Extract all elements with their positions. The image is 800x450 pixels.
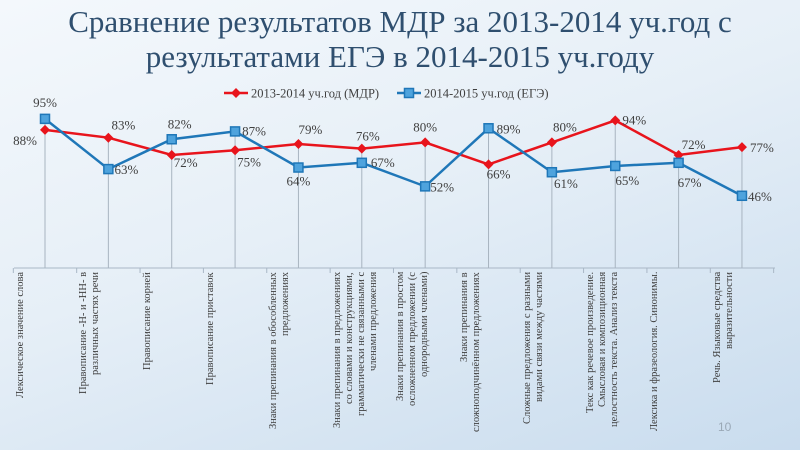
data-label: 95% (33, 95, 57, 110)
data-label: 63% (114, 162, 138, 177)
x-tick-label: Лексическое значение слова (15, 272, 26, 399)
data-label: 67% (371, 155, 395, 170)
x-tick-label: Правописание -Н- и -НН- в различных част… (78, 272, 102, 395)
data-point (610, 115, 621, 126)
data-point (419, 181, 431, 192)
data-label: 87% (242, 123, 266, 138)
data-point (356, 143, 367, 154)
data-label: 80% (553, 119, 577, 134)
series-line (44, 119, 743, 166)
data-point (483, 123, 494, 134)
data-label: 80% (413, 119, 437, 134)
x-tick-label: Знаки препинания в обособленных предложе… (268, 272, 292, 429)
data-label: 46% (748, 189, 772, 204)
legend-marker (231, 88, 241, 98)
series-2: 95% 63% 82% 87% 64% 67% 52% 89% 61% 65% 67% 46% (33, 95, 772, 204)
data-point (229, 126, 241, 137)
data-point (166, 134, 177, 145)
legend-label: 2014-2015 уч.год (ЕГЭ) (424, 87, 549, 101)
data-label: 83% (111, 118, 135, 133)
legend-marker (403, 87, 415, 99)
legend: 2013-2014 уч.год (МДР) 2014-2015 уч.год (… (224, 87, 549, 101)
data-point (420, 137, 431, 148)
data-label: 66% (487, 166, 511, 181)
data-point (103, 132, 114, 143)
x-tick-label: Лексика и фразеология. Синонимы. (648, 272, 660, 432)
data-point (293, 138, 304, 149)
x-tick-label: Правописание корней (141, 272, 153, 370)
data-point (609, 160, 621, 172)
data-label: 79% (299, 122, 323, 137)
data-point (546, 137, 557, 148)
data-point (736, 142, 747, 153)
series-line (44, 117, 743, 197)
data-label: 76% (356, 129, 380, 144)
x-tick-label: Сложные предложения с разными видами свя… (521, 272, 545, 425)
data-label: 88% (13, 133, 37, 148)
data-label: 72% (174, 155, 198, 170)
data-label: 64% (287, 174, 311, 189)
x-tick-label: Знаки препинания в предложениях со слова… (331, 272, 379, 429)
data-point (673, 157, 684, 169)
data-point (736, 190, 748, 202)
data-point (483, 159, 494, 170)
data-point (230, 145, 241, 156)
data-label: 72% (682, 137, 706, 152)
data-label: 67% (678, 175, 702, 190)
data-label: 77% (750, 140, 774, 155)
data-label: 82% (168, 116, 192, 131)
x-tick-label: Знаки препинания в простом осложненном п… (395, 272, 431, 406)
data-point (293, 162, 304, 173)
data-point (39, 113, 51, 125)
chart-title: Сравнение результатов МДР за 2013-2014 у… (68, 4, 732, 74)
x-tick-label: Знаки препинания в сложноподчинённом пре… (458, 272, 482, 432)
data-point (40, 124, 50, 135)
data-label: 61% (554, 176, 578, 191)
data-label: 94% (622, 112, 646, 127)
legend-label: 2013-2014 уч.год (МДР) (251, 87, 379, 101)
data-point (356, 157, 368, 169)
data-point (546, 166, 558, 178)
data-label: 52% (430, 179, 454, 194)
data-label: 89% (497, 121, 521, 136)
data-label: 65% (615, 173, 639, 188)
x-tick-label: Правописание приставок (205, 272, 217, 385)
x-tick-label: Текс как речевое произведение. Смысловая… (585, 272, 621, 428)
series-1: 88% 83% 72% 75% 79% 76% 80% 66% 80% 94% 72% 77% (13, 112, 774, 181)
data-point (166, 149, 177, 160)
data-label: 75% (237, 154, 261, 169)
page-number: 10 (718, 420, 732, 434)
data-point (673, 149, 684, 160)
x-tick-label: Речь. Языковые средства выразительности (711, 272, 735, 384)
data-point (103, 163, 114, 175)
